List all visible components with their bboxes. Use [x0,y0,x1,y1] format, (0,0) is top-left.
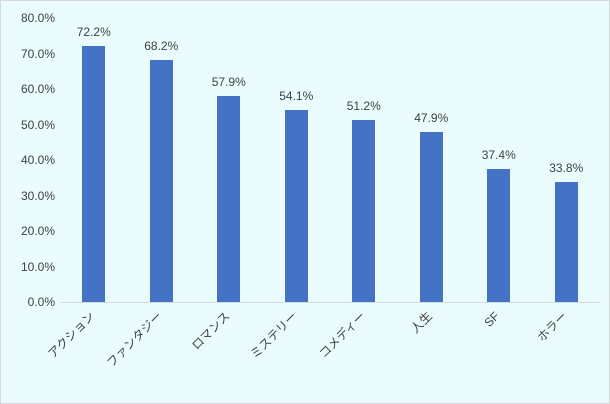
plot-area: 72.2% 68.2% 57.9% 54.1% 51.2% 47.9% 37.4% 33.8% [60,18,600,303]
bar-value-label: 57.9% [211,75,246,90]
bar [487,169,511,302]
bar-value-label: 68.2% [144,38,179,53]
bar-value-label: 72.2% [76,24,111,39]
bar [554,182,578,302]
bar-value-label: 51.2% [346,99,381,114]
y-tick-label: 50.0% [20,117,55,132]
bar-value-label: 37.4% [481,148,516,163]
y-tick-label: 80.0% [20,11,55,25]
bar-value-label: 33.8% [549,161,584,176]
y-tick-label: 30.0% [20,188,55,203]
y-tick-label: 20.0% [20,224,55,238]
bar-value-label: 47.9% [414,110,449,125]
bar [149,59,173,302]
bar [419,131,443,302]
x-axis-label: ミステリー [247,309,301,362]
x-axis-label: コメディー [315,309,368,361]
bar [284,109,308,302]
bar-value-label: 54.1% [279,88,314,103]
y-tick-label: 0.0% [27,295,55,309]
x-axis-label: 人生 [408,309,436,336]
bar [217,96,241,302]
x-axis-label: ホラー [534,309,571,345]
y-axis: 0.0% 10.0% 20.0% 30.0% 40.0% 50.0% 60.0% 70.0% 8… [1,1,56,403]
y-tick-label: 10.0% [20,259,55,274]
x-axis: アクション ファンタジー ロマンス ミステリー コメディー 人生 SF ホラー [46,309,600,403]
y-tick-label: 40.0% [20,153,55,167]
bar [352,120,376,302]
x-axis-label: SF [481,309,503,330]
x-axis-label: ロマンス [188,309,233,353]
bar [82,45,106,302]
y-tick-label: 70.0% [20,46,55,61]
y-tick-label: 60.0% [20,82,55,96]
x-axis-label: ファンタジー [104,309,166,370]
